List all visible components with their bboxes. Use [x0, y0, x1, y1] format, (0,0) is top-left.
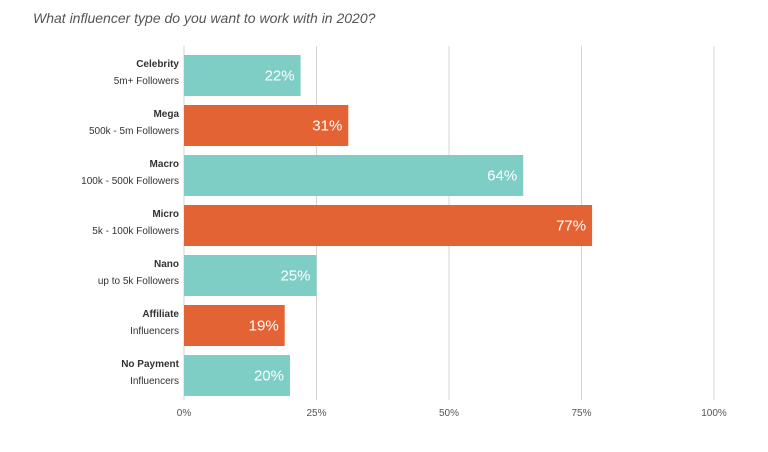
- category-label: Micro: [152, 209, 179, 220]
- category-sublabel: 5k - 100k Followers: [92, 226, 179, 237]
- category-label: Affiliate: [142, 309, 179, 320]
- category-sublabel: up to 5k Followers: [98, 276, 179, 287]
- bar: [184, 55, 301, 96]
- bar-value-label: 64%: [487, 168, 517, 185]
- category-label: Nano: [154, 259, 179, 270]
- x-tick-label: 100%: [701, 408, 727, 419]
- bar-value-label: 20%: [254, 368, 284, 385]
- category-sublabel: Influencers: [130, 376, 179, 387]
- bar-value-label: 77%: [556, 218, 586, 235]
- x-tick-label: 50%: [439, 408, 459, 419]
- bar: [184, 205, 593, 246]
- category-label: No Payment: [121, 359, 179, 370]
- category-sublabel: 5m+ Followers: [114, 76, 179, 87]
- bars: 22% 31% 64% 77% 25% 19% 20%: [184, 55, 593, 396]
- bar: [184, 305, 285, 346]
- bar: [184, 155, 524, 196]
- x-tick-label: 0%: [177, 408, 192, 419]
- category-label: Celebrity: [136, 59, 179, 70]
- category-sublabel: 100k - 500k Followers: [81, 176, 179, 187]
- bar-value-label: 25%: [280, 268, 310, 285]
- category-labels: Celebrity 5m+ Followers Mega 500k - 5m Foll…: [81, 59, 179, 387]
- x-tick-label: 75%: [571, 408, 591, 419]
- category-label: Mega: [153, 109, 179, 120]
- bar: [184, 105, 349, 146]
- bar-value-label: 19%: [249, 318, 279, 335]
- x-axis-ticks: 0% 25% 50% 75% 100%: [177, 408, 727, 419]
- bar-value-label: 31%: [312, 118, 342, 135]
- category-sublabel: Influencers: [130, 326, 179, 337]
- bar-value-label: 22%: [265, 68, 295, 85]
- category-label: Macro: [150, 159, 179, 170]
- category-sublabel: 500k - 5m Followers: [89, 126, 179, 137]
- bar: [184, 355, 290, 396]
- chart-title: What influencer type do you want to work…: [33, 10, 376, 26]
- x-tick-label: 25%: [306, 408, 326, 419]
- bar: [184, 255, 317, 296]
